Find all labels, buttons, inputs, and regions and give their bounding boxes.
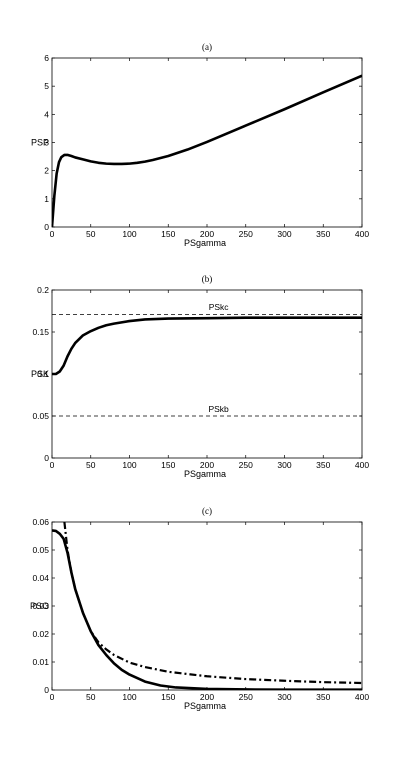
x-tick-label: 250 [239, 692, 253, 702]
panel-title: (c) [202, 506, 212, 516]
x-tick-label: 400 [355, 229, 369, 239]
x-tick-label: 100 [122, 692, 136, 702]
annotation-label: PSkc [209, 302, 230, 312]
x-tick-label: 200 [200, 229, 214, 239]
y-tick-label: 0 [44, 685, 49, 695]
plot-frame [51, 289, 363, 459]
x-axis-label: PSgamma [184, 238, 226, 248]
x-tick-label: 350 [316, 460, 330, 470]
x-tick-label: 250 [239, 460, 253, 470]
x-tick-label: 200 [200, 460, 214, 470]
x-tick-label: 150 [161, 229, 175, 239]
x-tick-label: 350 [316, 229, 330, 239]
y-tick-label: 0.05 [32, 545, 49, 555]
y-tick-label: 5 [44, 81, 49, 91]
y-tick-label: 2 [44, 166, 49, 176]
x-tick-label: 100 [122, 460, 136, 470]
x-tick-label: 300 [277, 692, 291, 702]
y-tick-label: 0.05 [32, 411, 49, 421]
y-tick-label: 0.04 [32, 573, 49, 583]
x-axis-label: PSgamma [184, 701, 226, 711]
panel-title: (a) [202, 42, 212, 52]
y-tick-label: 0 [44, 222, 49, 232]
y-tick-label: 0.1 [37, 369, 49, 379]
x-tick-label: 150 [161, 692, 175, 702]
y-tick-label: 0.01 [32, 657, 49, 667]
x-tick-label: 100 [122, 229, 136, 239]
panel-a: 0 50 100 150 200 250 300 350 400 0 1 2 3 4 5 6 (a) PSgamm… [31, 42, 369, 248]
x-tick-label: 0 [50, 460, 55, 470]
panel-title: (b) [202, 274, 213, 284]
series-line-2 [63, 522, 362, 685]
x-tick-label: 0 [50, 229, 55, 239]
y-axis-label: PSP [31, 138, 49, 148]
series-line-3 [52, 316, 362, 376]
y-tick-label: 1 [44, 194, 49, 204]
x-tick-label: 50 [86, 460, 96, 470]
x-tick-label: 150 [161, 460, 175, 470]
x-tick-label: 400 [355, 460, 369, 470]
panel-c: 0 50 100 150 200 250 300 350 400 0 0.01 0.02 0.03 0.0… [30, 506, 369, 711]
x-tick-label: 0 [50, 692, 55, 702]
y-tick-label: 0.02 [32, 629, 49, 639]
x-tick-label: 300 [277, 460, 291, 470]
x-tick-label: 300 [277, 229, 291, 239]
x-tick-label: 350 [316, 692, 330, 702]
y-tick-label: 4 [44, 109, 49, 119]
x-tick-label: 50 [86, 692, 96, 702]
y-tick-label: 0.06 [32, 517, 49, 527]
x-tick-label: 250 [239, 229, 253, 239]
y-tick-label: 3 [44, 138, 49, 148]
panel-b: 0 50 100 150 200 250 300 350 400 0 0.05 0.1 0.15 0.2 (… [31, 274, 369, 479]
x-tick-label: 50 [86, 229, 96, 239]
y-tick-label: 0.15 [32, 327, 49, 337]
y-tick-label: 6 [44, 53, 49, 63]
y-axis-label: PSK [31, 369, 49, 379]
annotation-label: PSkb [208, 404, 229, 414]
x-axis-label: PSgamma [184, 469, 226, 479]
y-tick-label: 0 [44, 453, 49, 463]
y-tick-label: 0.2 [37, 285, 49, 295]
series-line-1 [52, 529, 362, 690]
y-axis-label: PSO [30, 601, 49, 611]
x-tick-label: 200 [200, 692, 214, 702]
x-tick-label: 400 [355, 692, 369, 702]
plot-frame [51, 521, 363, 691]
series-line-1 [52, 74, 362, 227]
y-tick-label: 0.03 [32, 601, 49, 611]
